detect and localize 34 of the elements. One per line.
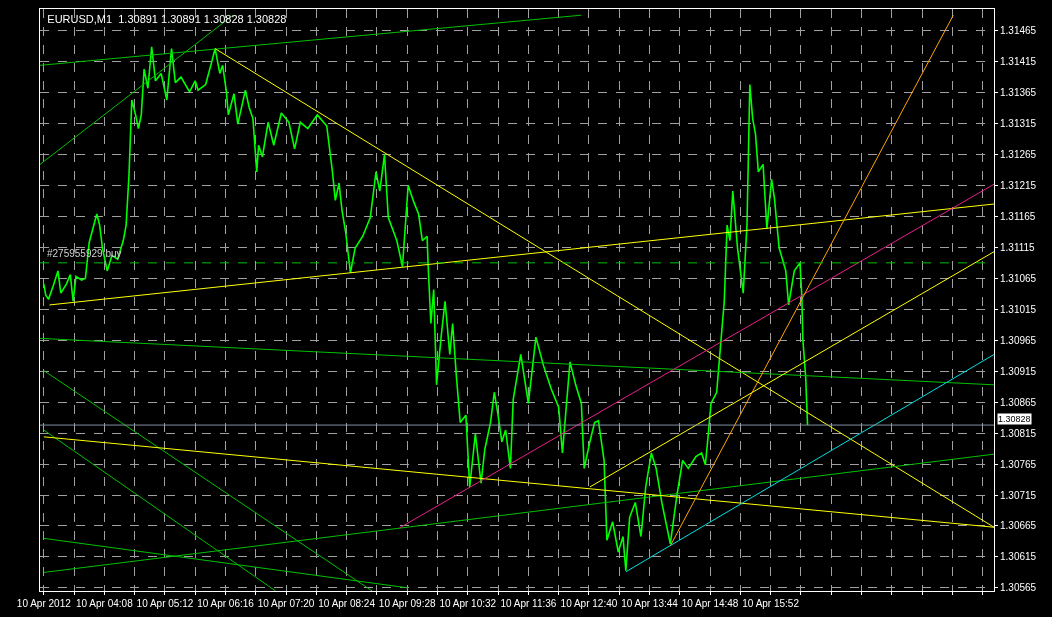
y-tick-label: 1.31465 — [1000, 25, 1037, 37]
y-tick-label: 1.30765 — [1000, 458, 1037, 470]
x-tick-label: 10 Apr 11:36 — [500, 598, 557, 609]
chart-title: EURUSD,M1 1.30891 1.30891 1.30828 1.30828 — [47, 13, 287, 26]
y-tick-label: 1.31215 — [1000, 179, 1037, 191]
x-tick-label: 10 Apr 07:20 — [257, 598, 315, 609]
y-tick-label: 1.30915 — [1000, 365, 1037, 377]
y-tick-label: 1.31015 — [1000, 303, 1037, 315]
x-tick-label: 10 Apr 12:40 — [560, 598, 618, 609]
y-tick-label: 1.31065 — [1000, 272, 1037, 284]
x-tick-label: 10 Apr 2012 — [16, 598, 72, 609]
y-tick-label: 1.30815 — [1000, 427, 1037, 439]
x-tick-label: 10 Apr 10:32 — [439, 598, 497, 609]
y-tick-label: 1.31115 — [1000, 241, 1036, 253]
x-tick-label: 10 Apr 14:48 — [681, 598, 739, 609]
y-tick-label: 1.30715 — [1000, 489, 1037, 501]
ref-line-label: 1.30828 — [998, 414, 1031, 424]
x-tick-label: 10 Apr 04:08 — [76, 598, 134, 609]
y-tick-label: 1.31365 — [1000, 87, 1037, 99]
x-tick-label: 10 Apr 08:24 — [318, 598, 376, 609]
y-tick-label: 1.30965 — [1000, 334, 1037, 346]
y-tick-label: 1.31165 — [1000, 210, 1036, 222]
x-tick-label: 10 Apr 06:16 — [197, 598, 255, 609]
y-tick-label: 1.30615 — [1000, 551, 1037, 563]
y-tick-label: 1.31315 — [1000, 118, 1037, 130]
x-tick-label: 10 Apr 05:12 — [136, 598, 194, 609]
x-tick-label: 10 Apr 15:52 — [742, 598, 800, 609]
y-tick-label: 1.30665 — [1000, 520, 1037, 532]
y-tick-label: 1.31415 — [1000, 56, 1037, 68]
x-tick-label: 10 Apr 09:28 — [378, 598, 436, 609]
y-tick-label: 1.30865 — [1000, 396, 1037, 408]
y-tick-label: 1.30565 — [1000, 582, 1037, 594]
y-tick-label: 1.31265 — [1000, 149, 1037, 160]
x-tick-label: 10 Apr 13:44 — [621, 598, 679, 609]
